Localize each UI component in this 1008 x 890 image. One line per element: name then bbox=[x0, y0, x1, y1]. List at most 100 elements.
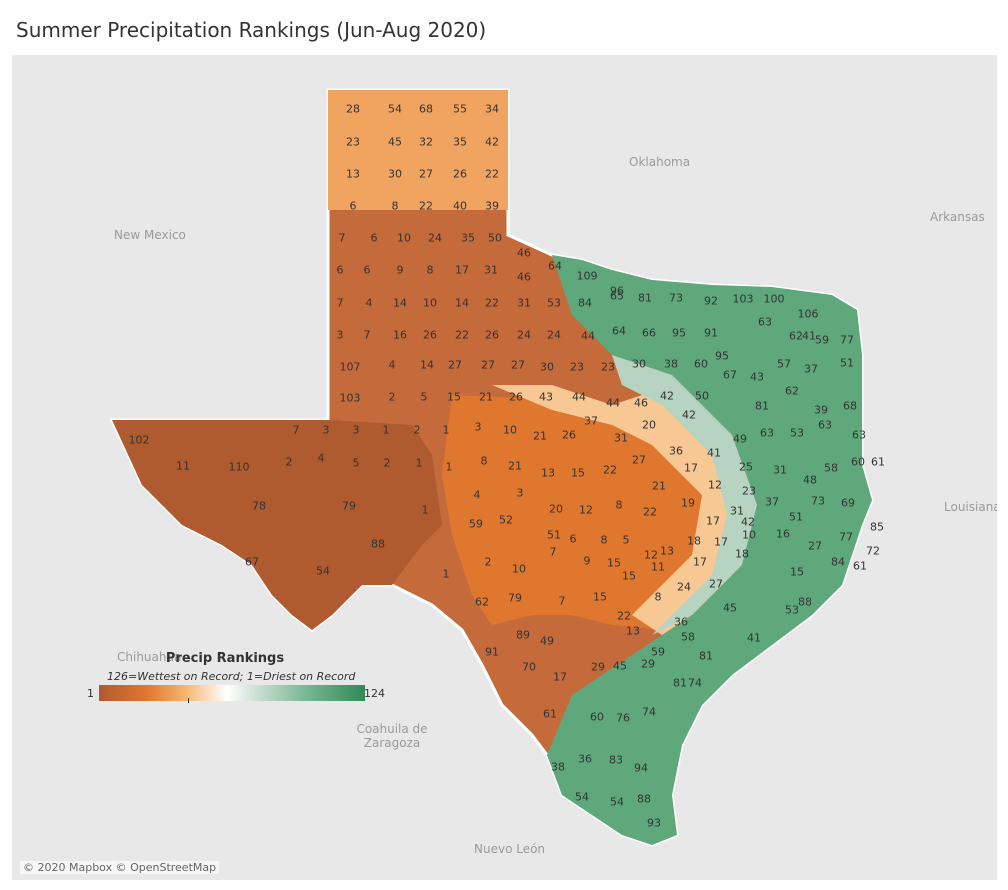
county-rank-label[interactable]: 3 bbox=[337, 329, 344, 342]
county-rank-label[interactable]: 38 bbox=[664, 358, 678, 371]
county-rank-label[interactable]: 26 bbox=[485, 329, 499, 342]
county-rank-label[interactable]: 77 bbox=[840, 334, 854, 347]
county-rank-label[interactable]: 62 bbox=[785, 385, 799, 398]
county-rank-label[interactable]: 9 bbox=[397, 264, 404, 277]
county-rank-label[interactable]: 11 bbox=[651, 561, 665, 574]
county-rank-label[interactable]: 17 bbox=[693, 556, 707, 569]
county-rank-label[interactable]: 106 bbox=[798, 308, 819, 321]
county-rank-label[interactable]: 7 bbox=[559, 595, 566, 608]
county-rank-label[interactable]: 41 bbox=[747, 632, 761, 645]
county-rank-label[interactable]: 53 bbox=[547, 297, 561, 310]
county-rank-label[interactable]: 67 bbox=[245, 556, 259, 569]
county-rank-label[interactable]: 15 bbox=[447, 391, 461, 404]
county-rank-label[interactable]: 17 bbox=[455, 264, 469, 277]
county-rank-label[interactable]: 95 bbox=[672, 327, 686, 340]
county-rank-label[interactable]: 21 bbox=[533, 430, 547, 443]
county-rank-label[interactable]: 13 bbox=[346, 168, 360, 181]
county-rank-label[interactable]: 59 bbox=[651, 646, 665, 659]
county-rank-label[interactable]: 24 bbox=[517, 329, 531, 342]
county-rank-label[interactable]: 13 bbox=[660, 545, 674, 558]
county-rank-label[interactable]: 30 bbox=[632, 358, 646, 371]
county-rank-label[interactable]: 6 bbox=[371, 232, 378, 245]
county-rank-label[interactable]: 103 bbox=[340, 392, 361, 405]
county-rank-label[interactable]: 95 bbox=[715, 350, 729, 363]
county-rank-label[interactable]: 24 bbox=[677, 581, 691, 594]
county-rank-label[interactable]: 54 bbox=[316, 565, 330, 578]
county-rank-label[interactable]: 42 bbox=[741, 516, 755, 529]
county-rank-label[interactable]: 8 bbox=[655, 591, 662, 604]
county-rank-label[interactable]: 81 bbox=[673, 677, 687, 690]
county-rank-label[interactable]: 31 bbox=[730, 505, 744, 518]
county-rank-label[interactable]: 27 bbox=[709, 578, 723, 591]
county-rank-label[interactable]: 14 bbox=[455, 297, 469, 310]
county-rank-label[interactable]: 19 bbox=[681, 497, 695, 510]
county-rank-label[interactable]: 8 bbox=[427, 264, 434, 277]
county-rank-label[interactable]: 22 bbox=[455, 329, 469, 342]
county-rank-label[interactable]: 62 bbox=[475, 596, 489, 609]
county-rank-label[interactable]: 4 bbox=[318, 452, 325, 465]
county-rank-label[interactable]: 63 bbox=[760, 427, 774, 440]
county-rank-label[interactable]: 73 bbox=[811, 495, 825, 508]
county-rank-label[interactable]: 31 bbox=[773, 464, 787, 477]
county-rank-label[interactable]: 46 bbox=[517, 247, 531, 260]
county-rank-label[interactable]: 44 bbox=[606, 397, 620, 410]
county-rank-label[interactable]: 13 bbox=[541, 467, 555, 480]
county-rank-label[interactable]: 10 bbox=[423, 297, 437, 310]
county-rank-label[interactable]: 10 bbox=[397, 232, 411, 245]
county-rank-label[interactable]: 91 bbox=[704, 327, 718, 340]
county-rank-label[interactable]: 8 bbox=[481, 455, 488, 468]
county-rank-label[interactable]: 6 bbox=[570, 533, 577, 546]
county-rank-label[interactable]: 3 bbox=[323, 424, 330, 437]
county-rank-label[interactable]: 61 bbox=[871, 456, 885, 469]
county-rank-label[interactable]: 22 bbox=[643, 506, 657, 519]
county-rank-label[interactable]: 65 bbox=[610, 290, 624, 303]
county-rank-label[interactable]: 45 bbox=[388, 136, 402, 149]
county-rank-label[interactable]: 17 bbox=[553, 671, 567, 684]
county-rank-label[interactable]: 27 bbox=[808, 540, 822, 553]
county-rank-label[interactable]: 15 bbox=[790, 566, 804, 579]
county-rank-label[interactable]: 53 bbox=[785, 604, 799, 617]
county-rank-label[interactable]: 1 bbox=[383, 424, 390, 437]
county-rank-label[interactable]: 50 bbox=[488, 232, 502, 245]
county-rank-label[interactable]: 46 bbox=[517, 271, 531, 284]
county-rank-label[interactable]: 39 bbox=[485, 200, 499, 213]
county-rank-label[interactable]: 9 bbox=[584, 555, 591, 568]
county-rank-label[interactable]: 8 bbox=[392, 200, 399, 213]
county-rank-label[interactable]: 3 bbox=[517, 487, 524, 500]
county-rank-label[interactable]: 60 bbox=[694, 358, 708, 371]
county-rank-label[interactable]: 2 bbox=[485, 556, 492, 569]
county-rank-label[interactable]: 79 bbox=[342, 500, 356, 513]
county-rank-label[interactable]: 18 bbox=[735, 548, 749, 561]
county-rank-label[interactable]: 64 bbox=[612, 325, 626, 338]
county-rank-label[interactable]: 24 bbox=[547, 329, 561, 342]
county-rank-label[interactable]: 51 bbox=[547, 529, 561, 542]
county-rank-label[interactable]: 61 bbox=[853, 560, 867, 573]
county-rank-label[interactable]: 49 bbox=[540, 635, 554, 648]
county-rank-label[interactable]: 84 bbox=[578, 297, 592, 310]
county-rank-label[interactable]: 44 bbox=[572, 391, 586, 404]
county-rank-label[interactable]: 30 bbox=[540, 361, 554, 374]
county-rank-label[interactable]: 39 bbox=[814, 404, 828, 417]
county-rank-label[interactable]: 43 bbox=[539, 391, 553, 404]
county-rank-label[interactable]: 5 bbox=[353, 457, 360, 470]
county-rank-label[interactable]: 53 bbox=[790, 427, 804, 440]
county-rank-label[interactable]: 42 bbox=[485, 136, 499, 149]
county-rank-label[interactable]: 68 bbox=[419, 103, 433, 116]
county-rank-label[interactable]: 49 bbox=[733, 433, 747, 446]
county-rank-label[interactable]: 81 bbox=[638, 292, 652, 305]
county-rank-label[interactable]: 81 bbox=[755, 400, 769, 413]
county-rank-label[interactable]: 4 bbox=[389, 359, 396, 372]
county-rank-label[interactable]: 61 bbox=[543, 708, 557, 721]
county-rank-label[interactable]: 91 bbox=[485, 646, 499, 659]
county-rank-label[interactable]: 15 bbox=[593, 591, 607, 604]
county-rank-label[interactable]: 6 bbox=[364, 264, 371, 277]
county-rank-label[interactable]: 54 bbox=[388, 103, 402, 116]
county-rank-label[interactable]: 100 bbox=[764, 293, 785, 306]
county-rank-label[interactable]: 7 bbox=[337, 297, 344, 310]
county-rank-label[interactable]: 21 bbox=[652, 480, 666, 493]
county-rank-label[interactable]: 21 bbox=[479, 391, 493, 404]
county-rank-label[interactable]: 92 bbox=[704, 295, 718, 308]
county-rank-label[interactable]: 10 bbox=[742, 529, 756, 542]
map-attribution[interactable]: © 2020 Mapbox © OpenStreetMap bbox=[20, 861, 220, 874]
county-rank-label[interactable]: 5 bbox=[623, 534, 630, 547]
